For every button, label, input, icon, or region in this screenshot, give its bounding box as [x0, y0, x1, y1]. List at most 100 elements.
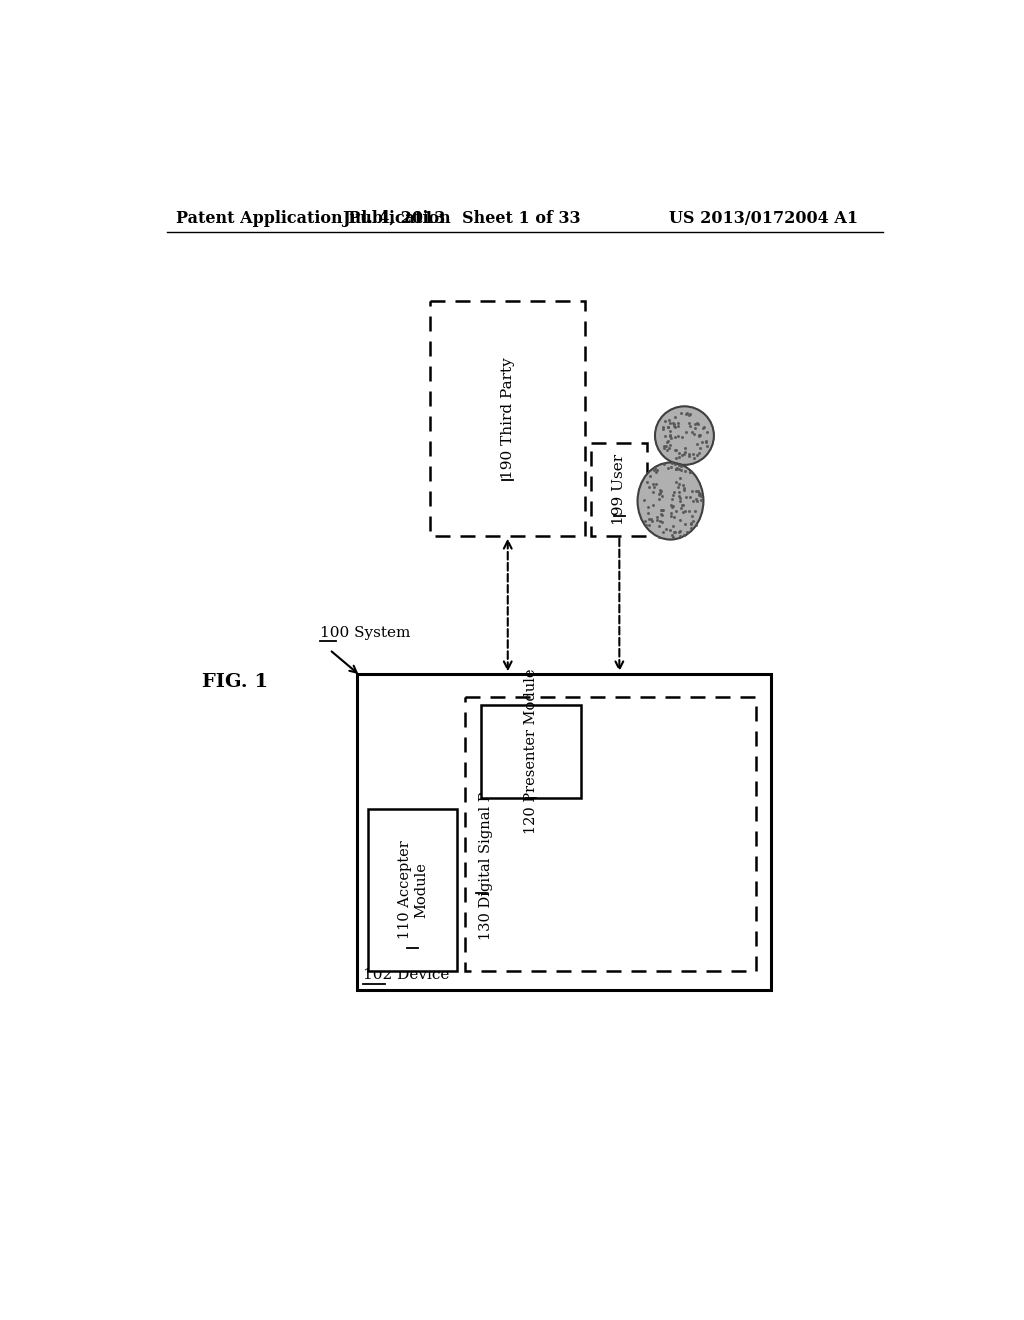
Point — [667, 440, 683, 461]
Point — [681, 446, 697, 467]
Point — [649, 510, 666, 531]
Point — [645, 459, 662, 480]
Point — [642, 466, 658, 487]
Point — [689, 412, 706, 433]
Point — [667, 426, 683, 447]
Point — [653, 504, 670, 525]
Point — [682, 403, 698, 424]
Point — [681, 500, 697, 521]
Point — [681, 444, 697, 465]
Point — [673, 498, 689, 519]
Point — [682, 486, 698, 507]
Point — [673, 459, 689, 480]
Point — [639, 471, 655, 492]
Point — [656, 437, 673, 458]
Point — [688, 488, 705, 510]
Point — [667, 453, 683, 474]
Point — [687, 417, 703, 438]
Point — [669, 471, 685, 492]
Point — [655, 499, 672, 520]
Point — [653, 480, 670, 502]
Point — [693, 490, 710, 511]
Point — [687, 480, 703, 502]
Point — [689, 490, 706, 511]
Point — [670, 413, 686, 434]
Point — [638, 515, 654, 536]
Point — [668, 500, 684, 521]
Point — [672, 510, 688, 531]
Point — [648, 474, 665, 495]
Point — [654, 512, 671, 533]
Point — [660, 458, 677, 479]
Point — [690, 413, 707, 434]
Point — [675, 475, 691, 496]
Point — [691, 482, 708, 503]
Point — [682, 513, 698, 535]
Point — [670, 458, 686, 479]
Point — [691, 442, 708, 463]
Point — [666, 413, 682, 434]
Point — [644, 474, 660, 495]
Point — [642, 508, 658, 529]
Point — [650, 483, 667, 504]
Point — [684, 421, 700, 442]
Point — [663, 413, 679, 434]
Point — [673, 403, 689, 424]
Point — [687, 500, 703, 521]
Point — [664, 457, 680, 478]
Point — [641, 477, 657, 498]
Point — [686, 447, 702, 469]
Point — [653, 486, 670, 507]
Point — [679, 403, 695, 424]
Point — [667, 521, 683, 543]
Bar — [480, 705, 582, 797]
Point — [637, 511, 653, 532]
Point — [674, 444, 690, 465]
Point — [654, 499, 671, 520]
Point — [678, 487, 694, 508]
Bar — [356, 675, 771, 990]
Point — [671, 480, 687, 502]
Point — [636, 490, 652, 511]
Point — [675, 495, 691, 516]
Point — [674, 494, 690, 515]
Point — [663, 506, 679, 527]
Point — [666, 482, 682, 503]
Point — [658, 440, 675, 461]
Point — [665, 495, 681, 516]
Point — [691, 484, 708, 506]
Point — [696, 417, 713, 438]
Point — [657, 411, 674, 432]
Point — [685, 444, 701, 465]
Point — [650, 516, 667, 537]
Point — [667, 407, 683, 428]
Point — [678, 404, 694, 425]
Point — [654, 418, 671, 440]
Point — [681, 416, 697, 437]
Point — [663, 421, 679, 442]
Point — [659, 432, 676, 453]
Point — [670, 425, 686, 446]
Bar — [592, 444, 647, 536]
Point — [666, 521, 682, 543]
Point — [640, 496, 656, 517]
Point — [668, 440, 684, 461]
Point — [677, 437, 693, 458]
Point — [652, 499, 669, 520]
Point — [689, 480, 706, 502]
Point — [665, 527, 681, 548]
Point — [665, 412, 681, 433]
Point — [671, 486, 687, 507]
Point — [659, 430, 676, 451]
Point — [665, 484, 681, 506]
Point — [662, 520, 678, 541]
Point — [654, 521, 671, 543]
Text: 110 Accepter
Module: 110 Accepter Module — [397, 841, 428, 940]
Point — [682, 461, 698, 482]
Point — [670, 416, 686, 437]
Point — [681, 412, 697, 433]
Point — [676, 479, 692, 500]
Text: 199 User: 199 User — [612, 454, 627, 525]
Point — [685, 510, 701, 531]
Point — [671, 454, 687, 475]
